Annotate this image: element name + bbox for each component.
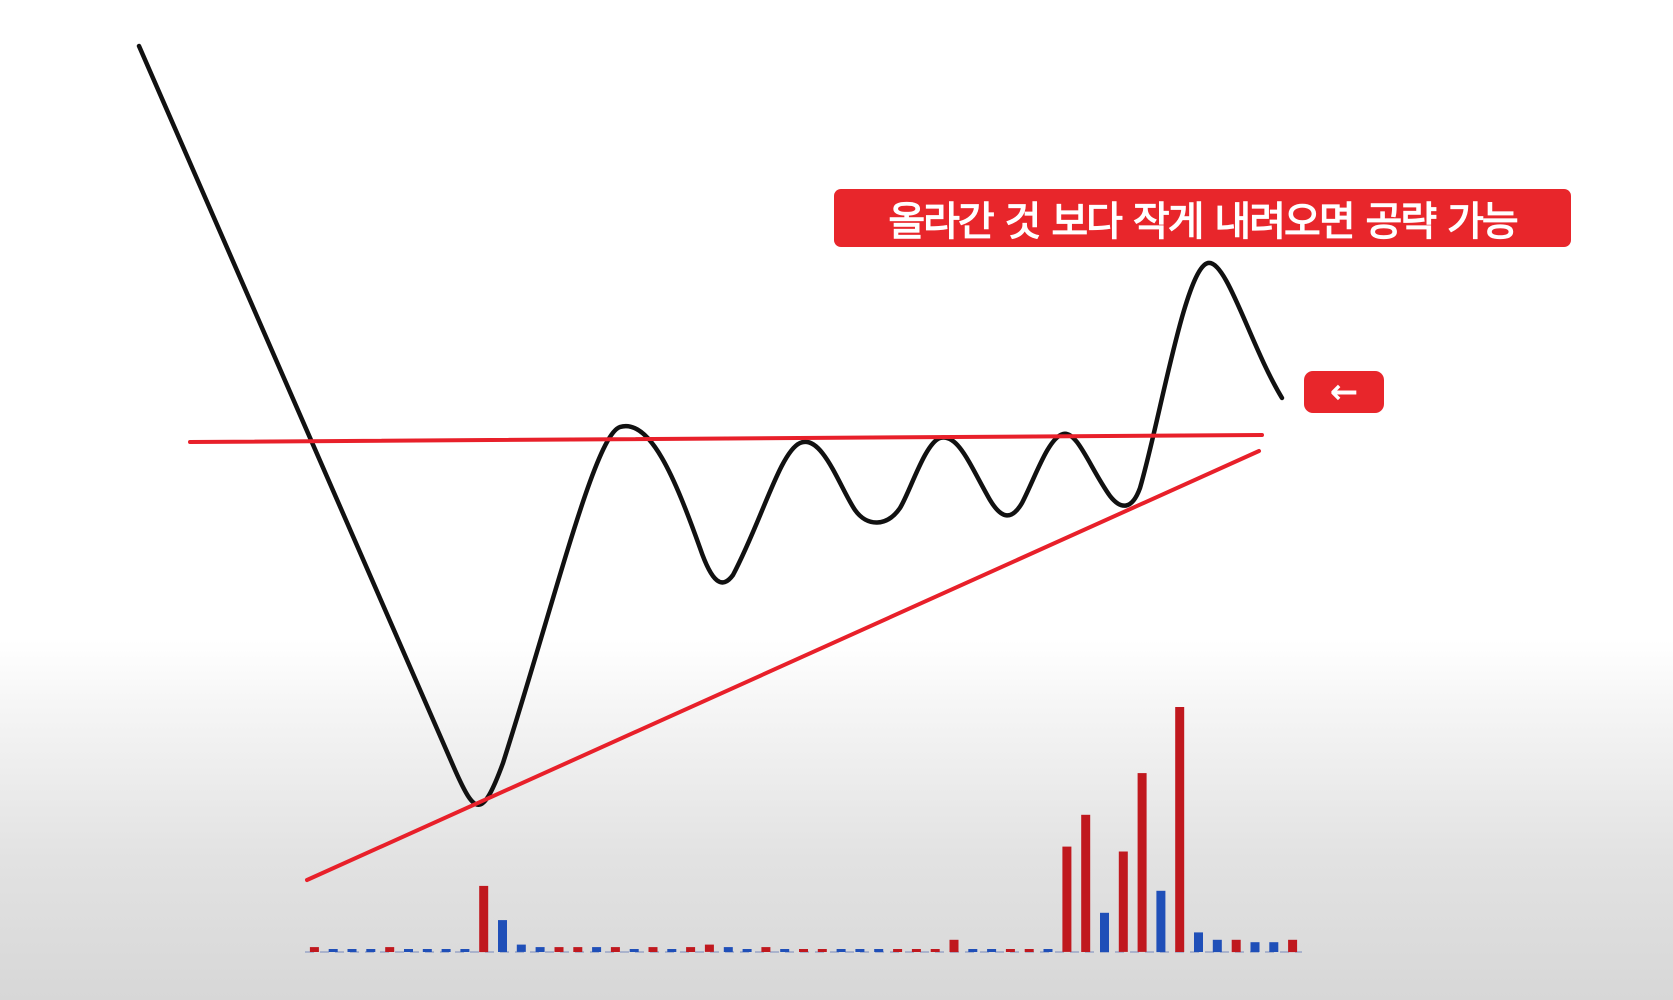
volume-bar-37: [987, 949, 997, 952]
volume-bar-8: [441, 949, 451, 952]
volume-bar-13: [535, 947, 545, 952]
volume-bar-50: [1231, 939, 1241, 953]
volume-bar-42: [1081, 814, 1091, 952]
volume-bar-12: [516, 944, 526, 952]
volume-bar-19: [648, 947, 658, 952]
volume-bar-47: [1175, 707, 1185, 952]
volume-bar-45: [1137, 773, 1147, 952]
volume-bar-27: [799, 949, 808, 952]
volume-bar-43: [1100, 912, 1109, 952]
volume-bar-34: [930, 949, 940, 952]
volume-bar-16: [592, 947, 602, 952]
volume-bar-30: [855, 949, 865, 952]
resistance-line: [188, 433, 1264, 444]
volume-bar-22: [704, 944, 714, 952]
volume-bar-40: [1043, 949, 1053, 952]
volume-bar-18: [629, 949, 639, 952]
volume-bar-52: [1269, 942, 1279, 952]
volume-bar-35: [949, 939, 959, 953]
volume-bar-24: [742, 949, 752, 952]
volume-bar-28: [817, 949, 827, 952]
volume-bar-26: [780, 949, 790, 952]
volume-bar-7: [422, 949, 432, 952]
annotation-caption-text: 올라간 것 보다 작게 내려오면 공략 가능: [888, 199, 1518, 245]
volume-bar-38: [1005, 949, 1015, 952]
volume-bar-23: [723, 947, 733, 952]
left-arrow-badge: ←: [1304, 371, 1384, 413]
volume-bar-6: [404, 949, 413, 952]
volume-bar-14: [554, 947, 564, 952]
volume-bar-11: [498, 920, 507, 952]
volume-bar-33: [911, 949, 921, 952]
volume-bar-29: [836, 949, 846, 952]
volume-bar-32: [893, 949, 903, 952]
volume-bar-20: [667, 949, 677, 952]
volume-bar-17: [610, 947, 620, 952]
volume-bar-1: [309, 947, 319, 952]
volume-bar-36: [968, 949, 978, 952]
price-line: [136, 43, 1285, 807]
annotation-caption: 올라간 것 보다 작게 내려오면 공략 가능: [834, 189, 1571, 247]
volume-bar-3: [347, 949, 357, 952]
volume-bar-2: [328, 949, 338, 952]
volume-bar-4: [366, 949, 376, 952]
volume-bar-25: [761, 947, 771, 952]
volume-bar-31: [874, 949, 884, 952]
volume-bar-5: [385, 947, 395, 952]
left-arrow-icon: ←: [1329, 372, 1359, 412]
volume-bar-15: [573, 947, 583, 952]
volume-bar-41: [1062, 846, 1072, 952]
volume-bar-39: [1024, 949, 1034, 952]
volume-bar-48: [1194, 932, 1203, 952]
support-trendline: [305, 449, 1261, 882]
volume-bar-21: [686, 947, 696, 952]
volume-bar-10: [479, 885, 489, 953]
volume-bars: [309, 707, 1298, 953]
volume-bar-53: [1288, 939, 1298, 953]
volume-bar-46: [1156, 890, 1166, 953]
volume-bar-44: [1118, 851, 1128, 952]
volume-bar-49: [1212, 939, 1222, 953]
volume-bar-9: [460, 949, 470, 952]
volume-bar-51: [1250, 942, 1260, 952]
